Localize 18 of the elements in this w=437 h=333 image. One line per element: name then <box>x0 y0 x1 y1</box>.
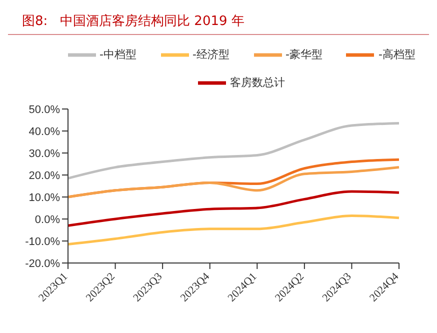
line-series <box>66 214 400 246</box>
y-tick-label: 30.0% <box>28 148 60 160</box>
y-tick-label: 0.0% <box>34 214 60 226</box>
y-tick-label: 20.0% <box>28 170 60 182</box>
line-series <box>66 166 400 198</box>
legend-label: -经济型 <box>192 48 230 62</box>
y-tick-label: -10.0% <box>25 236 60 248</box>
y-tick-label: 10.0% <box>28 192 60 204</box>
y-tick-label: 50.0% <box>28 104 60 116</box>
legend-label: -中档型 <box>100 48 137 62</box>
y-tick-label: 40.0% <box>28 126 60 138</box>
legend-label: -高档型 <box>378 48 416 62</box>
legend-label: 客房数总计 <box>230 76 285 90</box>
y-tick-label: -20.0% <box>25 258 60 270</box>
chart-title: 图8: 中国酒店客房结构同比 2019 年 <box>8 8 429 35</box>
legend-label: -豪华型 <box>286 48 322 62</box>
line-series <box>66 190 400 227</box>
line-series <box>66 122 400 180</box>
